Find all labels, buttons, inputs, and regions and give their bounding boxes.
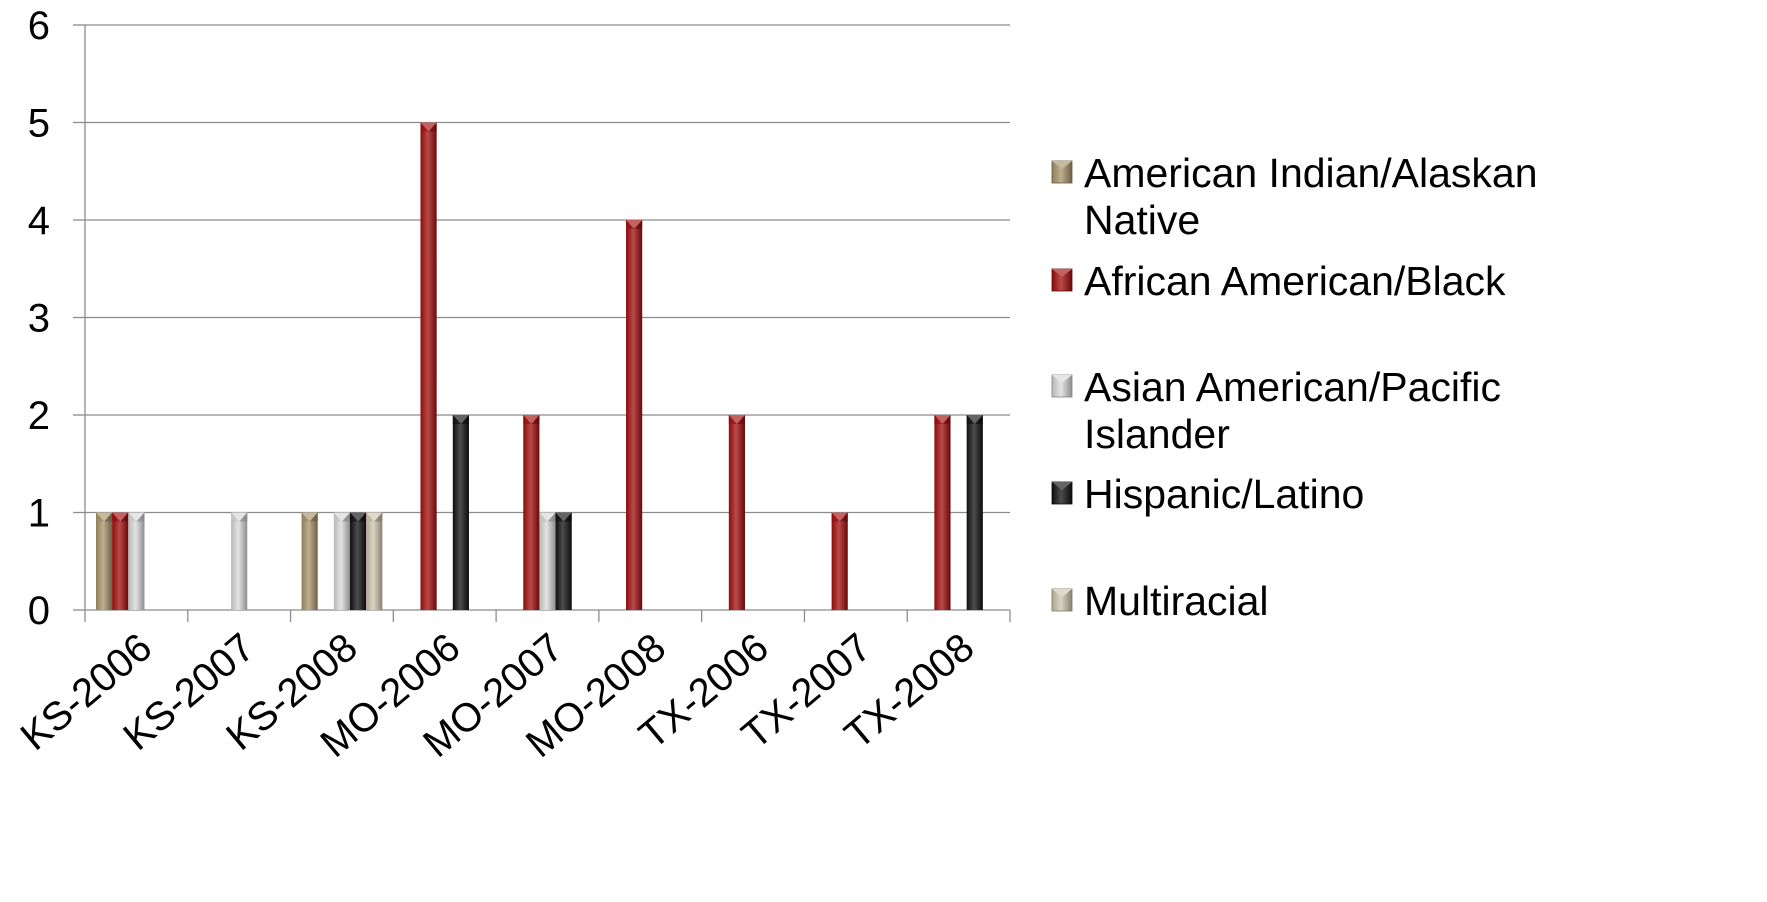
bar-african-american-black-tx-2006 (728, 415, 745, 610)
bar-multiracial-ks-2008 (366, 512, 383, 610)
bar-african-american-black-mo-2008 (626, 220, 643, 610)
legend-label: Native (1084, 197, 1200, 243)
bar-hispanic-latino-ks-2008 (350, 512, 367, 610)
y-tick-label: 3 (28, 297, 50, 341)
legend-item-multiracial: Multiracial (1051, 578, 1269, 624)
bar-asian-american-pacific-islander-ks-2007 (231, 512, 248, 610)
bar-hispanic-latino-tx-2008 (966, 415, 983, 610)
legend-swatch (1051, 374, 1073, 398)
y-tick-label: 2 (28, 394, 50, 438)
bar-african-american-black-tx-2008 (934, 415, 951, 610)
bar-african-american-black-tx-2007 (831, 512, 848, 610)
legend-swatch (1051, 160, 1073, 184)
bar-american-indian-alaskan-native-ks-2008 (301, 512, 318, 610)
axes (73, 24, 1011, 622)
legend-label: Islander (1084, 411, 1230, 457)
legend-label: American Indian/Alaskan (1084, 150, 1538, 196)
legend-label: Asian American/Pacific (1084, 364, 1501, 410)
legend-swatch (1051, 588, 1073, 612)
y-tick-label: 1 (28, 492, 50, 536)
bar-african-american-black-mo-2006 (420, 122, 437, 610)
legend-label: Multiracial (1084, 578, 1269, 624)
legend-swatch (1051, 481, 1073, 505)
legend-item-hispanic-latino: Hispanic/Latino (1051, 471, 1364, 517)
bar-american-indian-alaskan-native-ks-2006 (96, 512, 113, 610)
legend-label: Hispanic/Latino (1084, 471, 1364, 517)
bar-hispanic-latino-mo-2006 (452, 415, 469, 610)
bar-asian-american-pacific-islander-mo-2007 (539, 512, 556, 610)
x-axis-tick-labels: KS-2006KS-2007KS-2008MO-2006MO-2007MO-20… (13, 625, 983, 766)
bar-asian-american-pacific-islander-ks-2008 (333, 512, 351, 610)
bar-african-american-black-ks-2006 (112, 512, 129, 610)
bar-african-american-black-mo-2007 (523, 415, 540, 610)
y-tick-label: 4 (28, 199, 50, 243)
legend-swatch (1051, 268, 1073, 292)
bars (96, 122, 983, 610)
bar-hispanic-latino-mo-2007 (555, 512, 572, 610)
y-tick-label: 6 (28, 4, 50, 48)
y-axis-tick-labels: 0 1 2 3 4 5 6 (28, 4, 50, 633)
y-tick-label: 0 (28, 589, 50, 633)
bar-asian-american-pacific-islander-ks-2006 (128, 512, 145, 610)
legend-label: African American/Black (1084, 258, 1506, 304)
y-tick-label: 5 (28, 102, 50, 146)
legend-item-african-american-black: African American/Black (1051, 258, 1506, 304)
